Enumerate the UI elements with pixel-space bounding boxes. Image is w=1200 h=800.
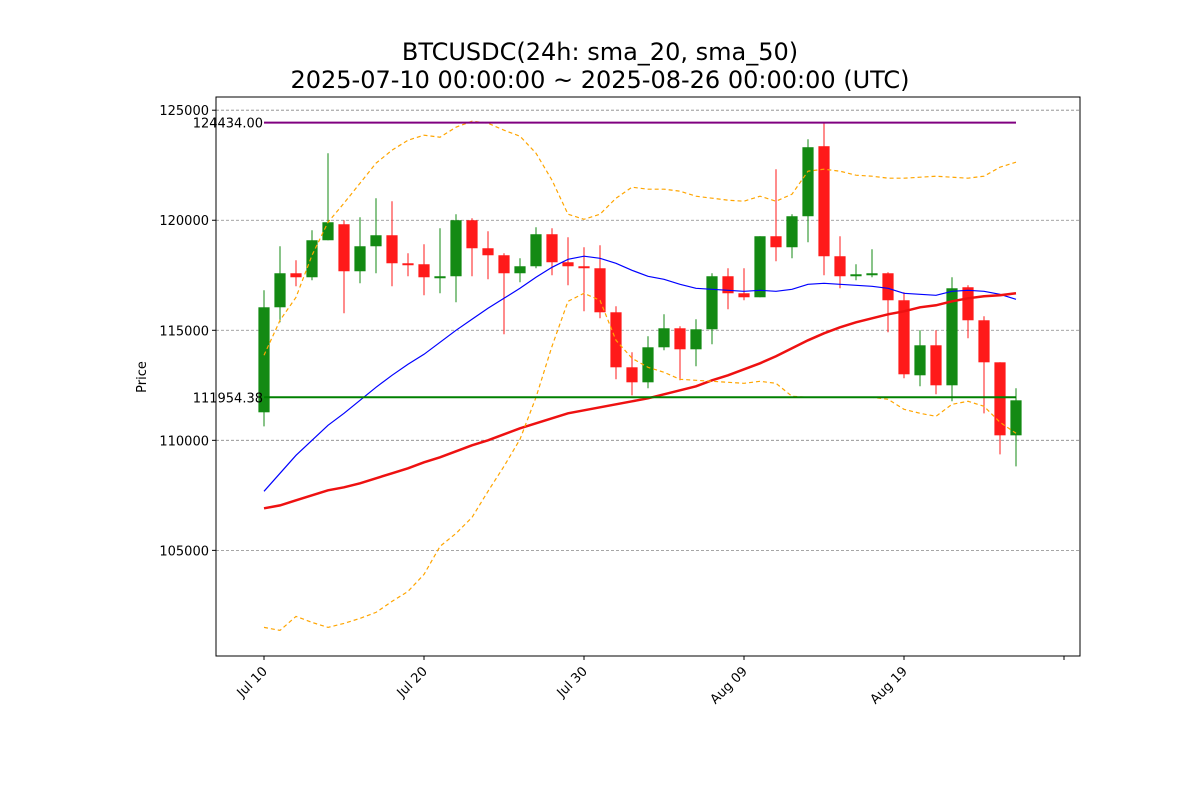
y-tick-label: 115000: [159, 324, 209, 339]
candle-body: [418, 264, 430, 278]
candle-body: [754, 236, 766, 298]
candle-body: [498, 255, 510, 274]
candle-body: [290, 273, 302, 278]
candle-body: [322, 222, 334, 241]
candle-body: [802, 147, 814, 217]
candle-body: [818, 146, 830, 257]
candle-body: [722, 276, 734, 294]
candle-body: [338, 224, 350, 272]
candle-body: [930, 345, 942, 386]
indicator-line: [263, 255, 1017, 492]
candle-body: [914, 345, 926, 376]
candle-body: [738, 293, 750, 298]
candle-body: [370, 235, 382, 247]
chart-subtitle: 2025-07-10 00:00:00 ~ 2025-08-26 00:00:0…: [290, 66, 909, 94]
candle-body: [402, 263, 414, 266]
candle-body: [898, 300, 910, 375]
indicator-line: [263, 292, 1017, 510]
candle-body: [866, 273, 878, 276]
candle-body: [434, 276, 446, 279]
candle-body: [306, 240, 318, 278]
band-line: [263, 120, 1017, 356]
y-tick-label: 125000: [159, 104, 209, 119]
candle-body: [482, 248, 494, 256]
plot-frame: [215, 96, 1081, 657]
candle-body: [354, 246, 366, 272]
candle-body: [882, 273, 894, 301]
candle-body: [258, 307, 270, 413]
candle-body: [994, 362, 1006, 436]
candle-body: [274, 273, 286, 308]
y-tick-label: 120000: [159, 214, 209, 229]
candle-body: [578, 266, 590, 269]
candle-body: [962, 287, 974, 321]
candle-body: [658, 328, 670, 348]
candle-body: [642, 347, 654, 383]
level-label: 124434.00: [193, 117, 263, 132]
candle-body: [850, 274, 862, 277]
candle-body: [706, 276, 718, 330]
candle-body: [594, 268, 606, 313]
candle-body: [834, 256, 846, 277]
candle-body: [514, 266, 526, 274]
candle-body: [530, 234, 542, 267]
candle-body: [690, 329, 702, 350]
y-axis-label: Price: [135, 361, 150, 393]
candle-body: [450, 220, 462, 277]
y-tick-label: 105000: [159, 544, 209, 559]
candle-body: [466, 220, 478, 249]
chart-title: BTCUSDC(24h: sma_20, sma_50): [402, 38, 798, 66]
candle-body: [946, 288, 958, 386]
candle-body: [562, 262, 574, 267]
candle-body: [674, 328, 686, 350]
level-label: 111954.38: [193, 391, 263, 406]
candle-body: [978, 320, 990, 363]
candle-body: [770, 236, 782, 248]
candle-body: [786, 216, 798, 248]
y-tick-label: 110000: [159, 434, 209, 449]
candle-body: [1010, 400, 1022, 436]
candle-body: [386, 235, 398, 264]
candle-body: [546, 234, 558, 263]
band-line: [263, 292, 1017, 632]
candle-body: [626, 367, 638, 383]
